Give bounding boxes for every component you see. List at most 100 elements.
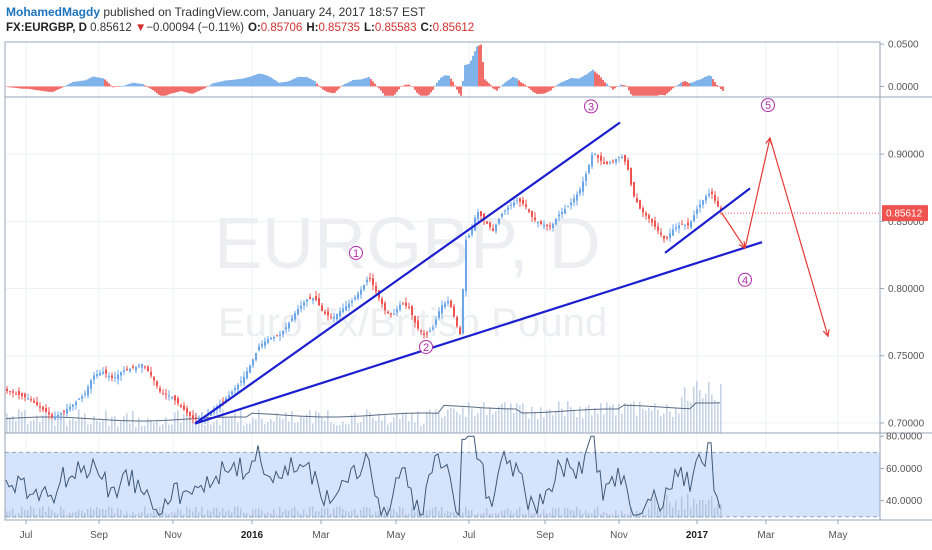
rsi-volume-bar	[279, 506, 281, 518]
high-value: 0.85735	[318, 22, 361, 34]
rsi-volume-bar	[441, 507, 443, 518]
osc-bar	[176, 86, 178, 93]
osc-bar	[384, 86, 386, 96]
candle-body	[543, 224, 545, 227]
author-name[interactable]: MohamedMagdy	[6, 5, 101, 19]
close-value: 0.85612	[432, 22, 475, 34]
osc-bar	[626, 86, 628, 88]
volume-bar	[501, 403, 503, 433]
osc-bar	[96, 77, 98, 87]
osc-bar	[286, 81, 288, 87]
volume-bar	[165, 417, 167, 433]
rsi-volume-bar	[54, 512, 56, 518]
candle-body	[45, 408, 47, 413]
rsi-volume-bar	[171, 512, 173, 518]
volume-bar	[654, 403, 656, 433]
osc-bar	[610, 86, 612, 88]
rsi-volume-bar	[408, 513, 410, 518]
volume-bar	[675, 408, 677, 433]
rsi-volume-bar	[579, 510, 581, 518]
rsi-volume-bar	[63, 509, 65, 518]
volume-bar	[141, 425, 143, 433]
volume-bar	[336, 425, 338, 433]
osc-bar	[230, 80, 232, 87]
osc-bar	[234, 79, 236, 87]
wave-label-5: 5	[765, 100, 771, 112]
osc-bar	[390, 86, 392, 96]
osc-bar	[312, 80, 314, 87]
rsi-volume-bar	[372, 514, 374, 518]
osc-bar	[222, 81, 224, 87]
rsi-volume-bar	[405, 514, 407, 518]
candle-body	[396, 309, 398, 313]
candle-body	[441, 305, 443, 314]
rsi-volume-bar	[195, 506, 197, 518]
osc-bar	[706, 76, 708, 87]
osc-bar	[42, 86, 44, 92]
time-tick-label: May	[829, 530, 848, 541]
low-label: L:	[364, 22, 375, 34]
rsi-volume-bar	[612, 514, 614, 518]
osc-bar	[686, 82, 688, 87]
candle-body	[399, 304, 401, 310]
candle-body	[135, 366, 137, 371]
candle-body	[366, 279, 368, 283]
volume-bar	[270, 419, 272, 433]
volume-bar	[408, 421, 410, 433]
volume-bar	[318, 412, 320, 433]
osc-bar	[620, 84, 622, 87]
volume-bar	[63, 409, 65, 433]
candle-body	[171, 397, 173, 399]
volume-bar	[525, 411, 527, 433]
osc-bar	[488, 83, 490, 87]
volume-bar	[210, 424, 212, 433]
osc-bar	[50, 86, 52, 92]
osc-bar	[668, 86, 670, 93]
volume-bar	[288, 421, 290, 433]
candle-body	[21, 392, 23, 397]
candle-body	[486, 221, 488, 224]
osc-bar	[558, 83, 560, 87]
osc-bar	[394, 86, 396, 95]
osc-bar	[416, 86, 418, 93]
volume-bar	[420, 425, 422, 433]
candle-body	[417, 320, 419, 329]
candle-body	[57, 414, 59, 418]
osc-bar	[482, 61, 484, 87]
volume-bar	[237, 422, 239, 433]
osc-bar	[284, 81, 286, 87]
rsi-volume-bar	[549, 513, 551, 518]
osc-bar	[118, 86, 120, 88]
osc-bar	[662, 86, 664, 96]
osc-bar	[524, 84, 526, 87]
osc-bar	[492, 86, 494, 89]
rsi-volume-bar	[435, 506, 437, 518]
osc-bar	[674, 86, 676, 88]
volume-bar	[672, 416, 674, 433]
volume-bar	[33, 419, 35, 433]
rsi-volume-bar	[699, 500, 701, 518]
trendline-3	[664, 187, 751, 254]
candle-body	[264, 341, 266, 346]
osc-bar	[348, 82, 350, 87]
osc-bar	[264, 74, 266, 87]
rsi-volume-bar	[222, 508, 224, 518]
candle-body	[228, 394, 230, 399]
time-tick-label: May	[387, 530, 406, 541]
candle-body	[372, 278, 374, 286]
rsi-volume-bar	[150, 513, 152, 518]
osc-bar	[82, 80, 84, 87]
candle-body	[534, 217, 536, 220]
volume-bar	[459, 414, 461, 433]
rsi-volume-bar	[105, 510, 107, 518]
volume-bar	[9, 417, 11, 433]
volume-bar	[186, 412, 188, 433]
volume-bar	[450, 407, 452, 433]
rsi-volume-bar	[312, 506, 314, 518]
osc-bar	[542, 86, 544, 94]
volume-bar	[480, 407, 482, 433]
volume-bar	[102, 420, 104, 433]
volume-bar	[702, 398, 704, 433]
volume-bar	[111, 416, 113, 433]
